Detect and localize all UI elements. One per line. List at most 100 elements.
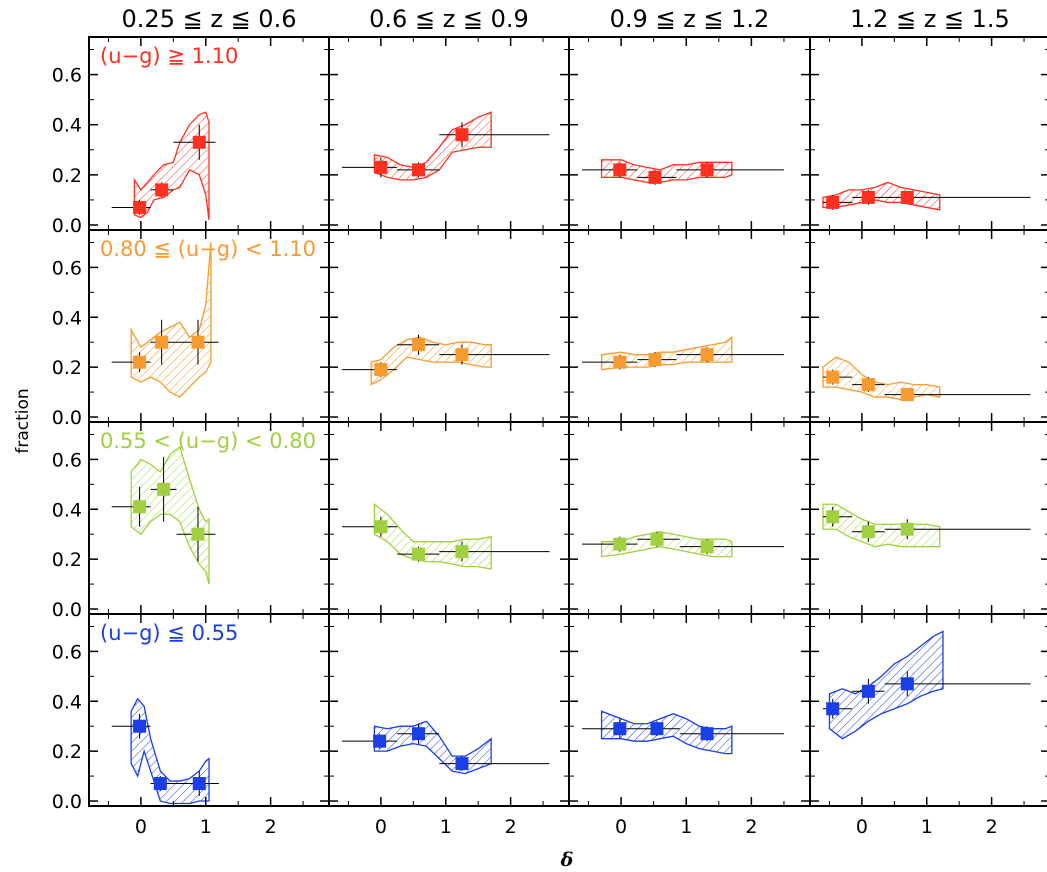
x-tick-label: 0 [135, 816, 147, 838]
panel-frame [568, 36, 811, 231]
data-point [374, 363, 388, 377]
hatched-band [130, 697, 210, 805]
y-tick-label: 0.0 [52, 791, 82, 813]
data-point [192, 135, 206, 149]
hatched-band [373, 720, 492, 775]
panel: 0 1 2 [809, 613, 1047, 838]
hatched-band [600, 710, 733, 755]
panel [328, 36, 570, 231]
data-point [900, 190, 914, 204]
row-label: 0.80 ≦ (u−g) < 1.10 [100, 237, 316, 261]
data-point [191, 335, 205, 349]
data-point [133, 719, 147, 733]
hatched-band [600, 531, 733, 558]
panel: 0.0 0.2 0.4 0.6 0.80 ≦ (u−g) < 1.10 [52, 229, 330, 429]
data-point [861, 378, 875, 392]
y-tick-label: 0.2 [52, 549, 82, 571]
hatched-band [822, 181, 941, 211]
y-tick-label: 0.2 [52, 165, 82, 187]
data-point [648, 353, 662, 367]
panel: 0 1 2 [568, 613, 811, 838]
data-point [133, 500, 147, 514]
data-point [613, 722, 627, 736]
data-point [861, 190, 875, 204]
data-point [157, 482, 171, 496]
y-tick-label: 0.6 [52, 257, 82, 279]
x-tick-label: 2 [265, 816, 277, 838]
data-point [900, 522, 914, 536]
data-point [650, 722, 664, 736]
data-point [613, 537, 627, 551]
data-point [650, 532, 664, 546]
panel [328, 421, 570, 615]
panel [809, 36, 1047, 231]
y-tick-label: 0.0 [52, 599, 82, 621]
data-point [412, 547, 426, 561]
data-point [700, 348, 714, 362]
panel-frame [328, 229, 570, 423]
column-header: 1.2 ≦ z ≦ 1.5 [850, 5, 1010, 33]
hatched-band [600, 335, 733, 371]
y-tick-label: 0.2 [52, 357, 82, 379]
data-point [153, 777, 167, 791]
data-point [155, 335, 169, 349]
data-point [412, 338, 426, 352]
column-header: 0.6 ≦ z ≦ 0.9 [369, 5, 529, 33]
y-tick-label: 0.2 [52, 741, 82, 763]
data-point [826, 195, 840, 209]
data-point [700, 540, 714, 554]
data-point [374, 160, 388, 174]
data-point [412, 727, 426, 741]
data-point [133, 200, 147, 214]
data-point [412, 163, 426, 177]
panel-frame [328, 613, 570, 807]
panel [809, 229, 1047, 423]
hatched-band [822, 503, 941, 548]
hatched-band [373, 502, 492, 570]
panel [568, 421, 811, 615]
panel-frame [568, 421, 811, 615]
data-point [700, 163, 714, 177]
data-point [455, 348, 469, 362]
panel: 0 1 2 [328, 613, 570, 838]
x-tick-label: 0 [856, 816, 868, 838]
data-point [191, 527, 205, 541]
panel [809, 421, 1047, 615]
data-point [455, 545, 469, 559]
panel: 0.0 0.2 0.4 0.6 0.55 < (u−g) < 0.80 [52, 421, 330, 621]
panel-frame [568, 229, 811, 423]
data-point [900, 388, 914, 402]
panel [568, 229, 811, 423]
panel [568, 36, 811, 231]
data-point [861, 684, 875, 698]
data-point [648, 170, 662, 184]
hatched-band [133, 111, 210, 221]
hatched-band [828, 630, 944, 740]
data-point [613, 355, 627, 369]
data-point [374, 520, 388, 534]
x-tick-label: 1 [680, 816, 692, 838]
panel-grid: 0.25 ≦ z ≦ 0.6 0.6 ≦ z ≦ 0.9 0.9 ≦ z ≦ 1.2… [52, 5, 1047, 838]
axis-labels: fraction δ [13, 388, 573, 871]
y-axis-label: fraction [13, 388, 33, 453]
data-point [155, 183, 169, 197]
column-header: 0.9 ≦ z ≦ 1.2 [610, 5, 770, 33]
hatched-band [130, 445, 210, 585]
x-tick-label: 2 [745, 816, 757, 838]
data-point [900, 677, 914, 691]
column-header: 0.25 ≦ z ≦ 0.6 [122, 5, 297, 33]
y-tick-label: 0.4 [52, 307, 82, 329]
panel-frame [328, 421, 570, 615]
x-axis-label: δ [560, 849, 574, 871]
row-label: (u−g) ≧ 1.10 [100, 44, 238, 68]
panel: 0.0 0.2 0.4 0.6 (u−g) ≧ 1.10 [52, 36, 330, 237]
hatched-band [822, 356, 941, 401]
y-tick-label: 0.6 [52, 449, 82, 471]
data-point [133, 355, 147, 369]
data-point [826, 702, 840, 716]
y-tick-label: 0.4 [52, 115, 82, 137]
data-point [861, 525, 875, 539]
data-point [826, 510, 840, 524]
x-tick-label: 2 [505, 816, 517, 838]
